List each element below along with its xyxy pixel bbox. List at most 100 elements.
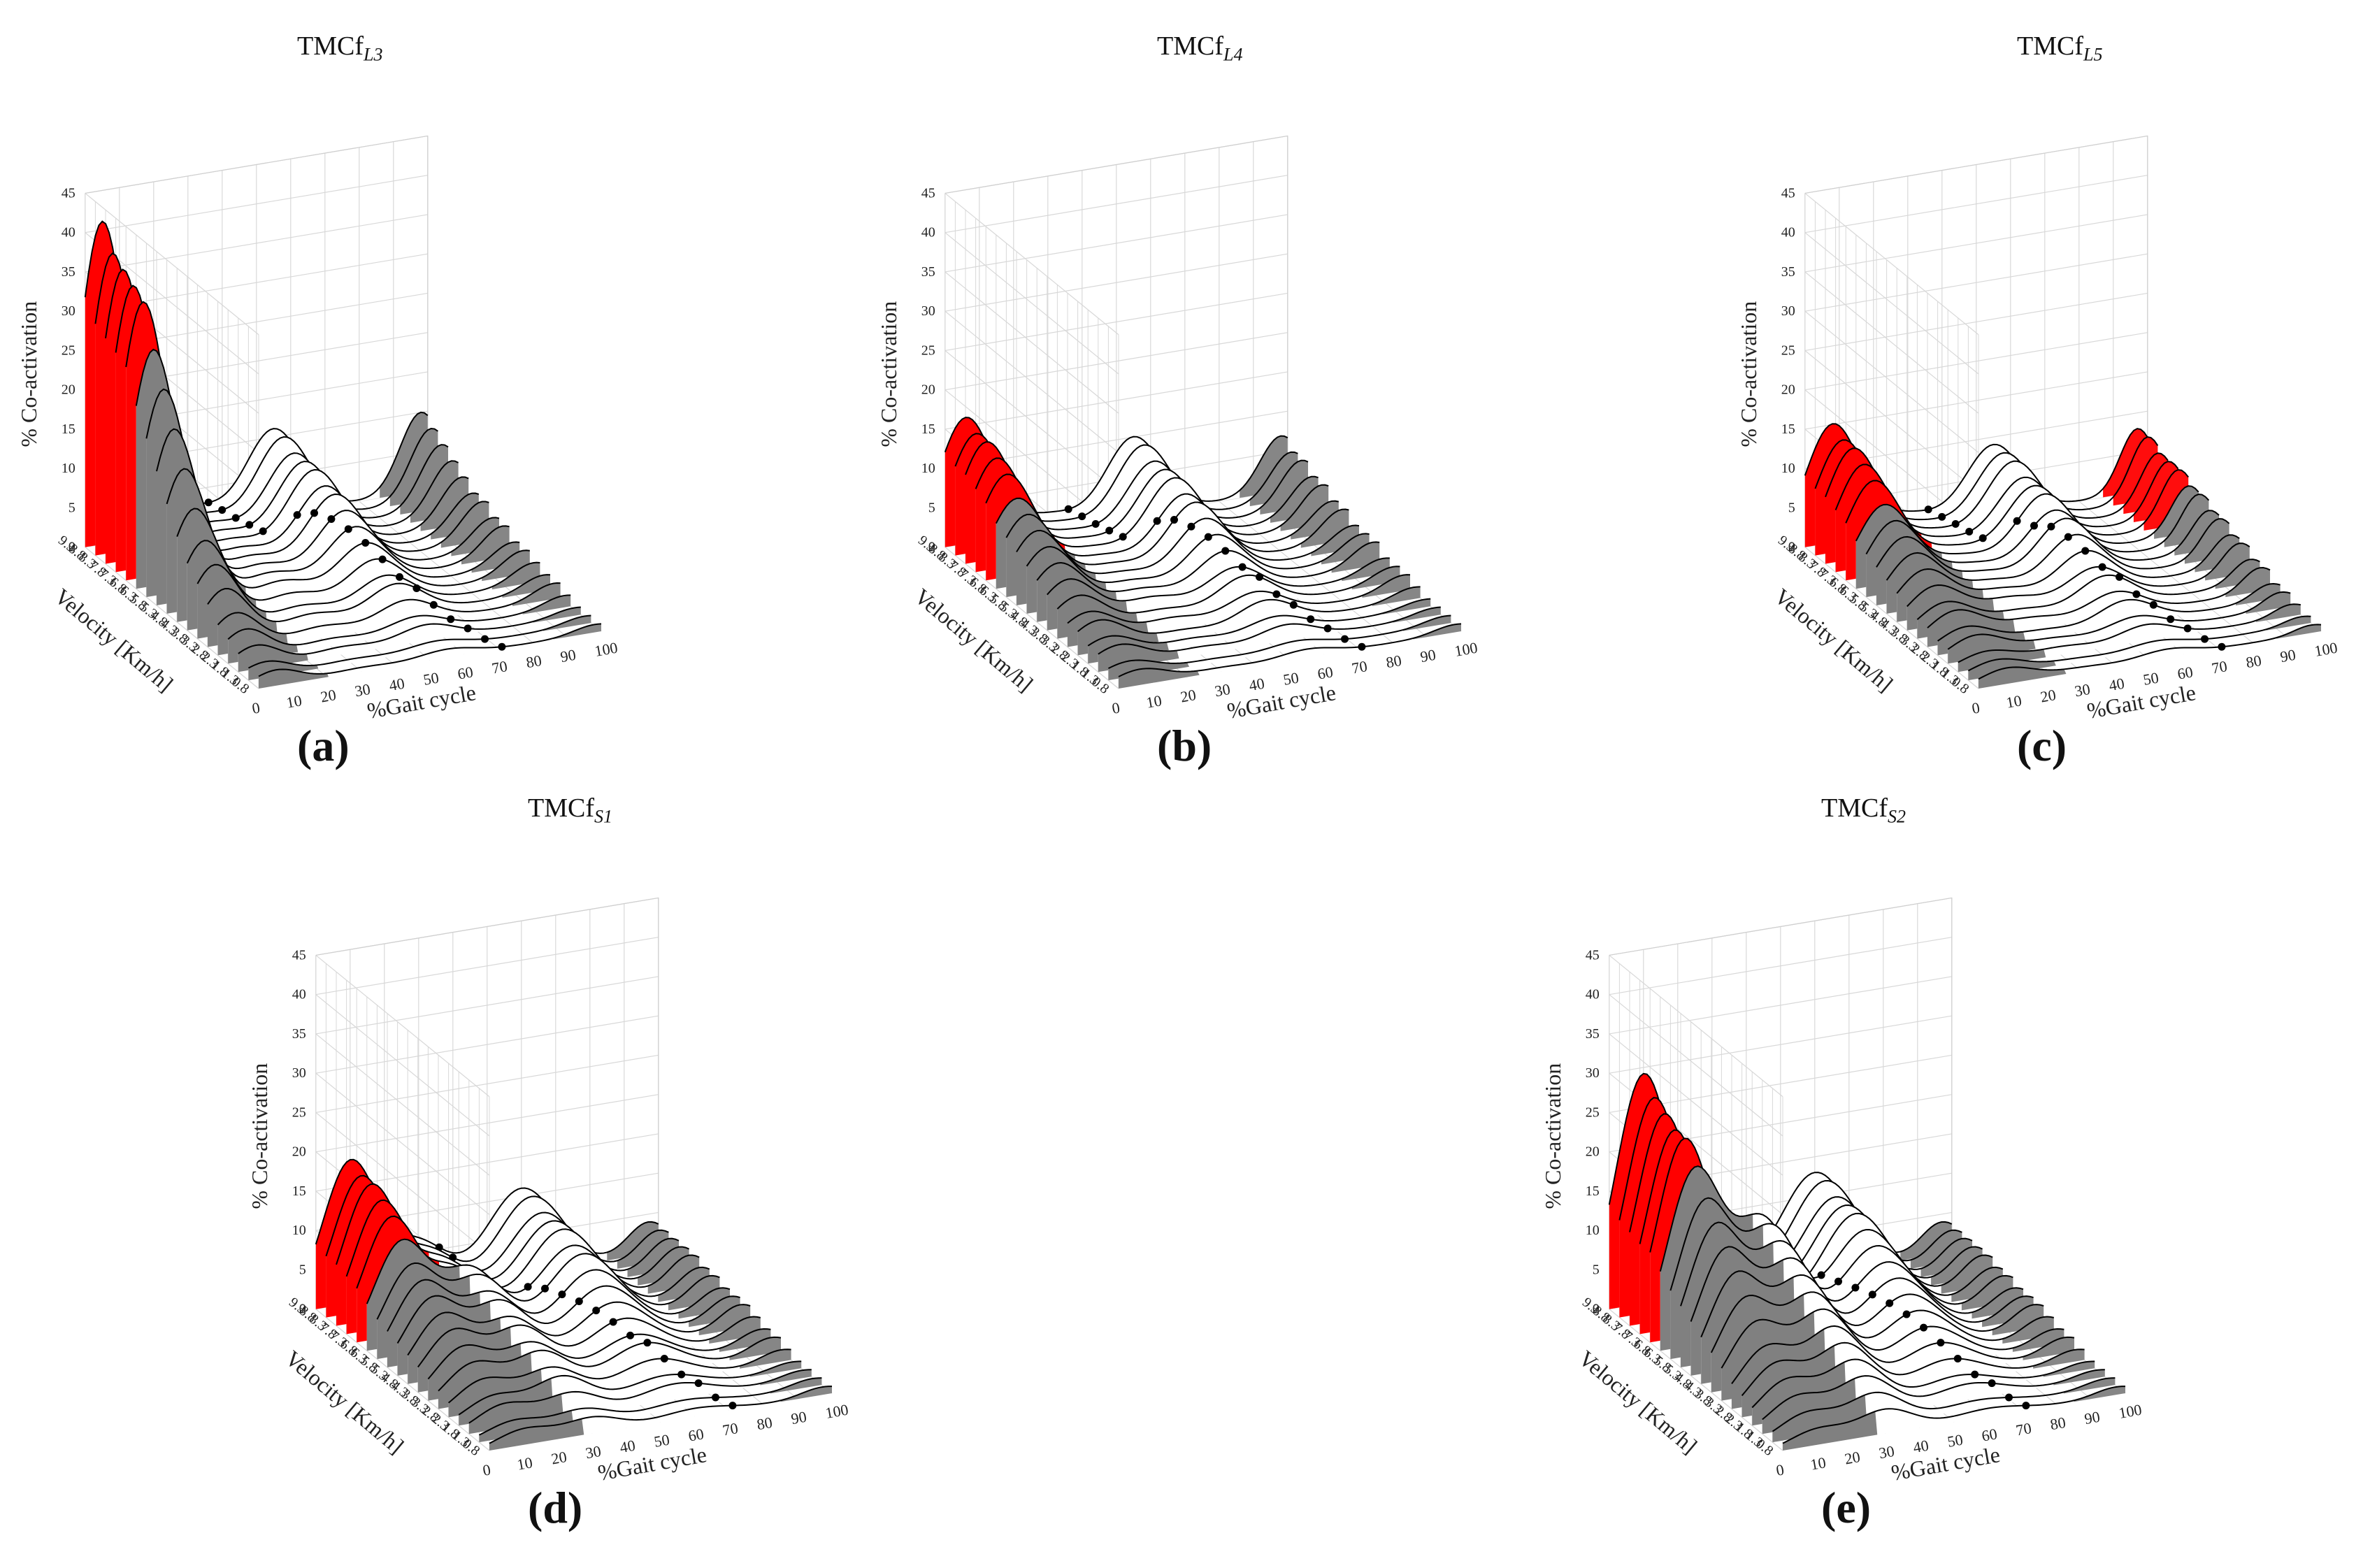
toe-off-marker xyxy=(1920,1324,1927,1332)
z-tick-label: 10 xyxy=(1586,1223,1600,1238)
z-tick-label: 35 xyxy=(921,264,935,280)
toe-off-marker xyxy=(1290,601,1298,609)
toe-off-marker xyxy=(1869,1290,1876,1298)
figure-label-b: (b) xyxy=(1157,720,1212,772)
z-tick-label: 30 xyxy=(1586,1065,1600,1081)
z-tick-label: 25 xyxy=(292,1105,306,1120)
toe-off-marker xyxy=(1324,624,1332,632)
toe-off-marker xyxy=(1170,516,1178,524)
toe-off-marker xyxy=(1154,517,1161,525)
toe-off-marker xyxy=(541,1285,549,1293)
toe-off-marker xyxy=(661,1355,668,1362)
toe-off-marker xyxy=(728,1402,736,1409)
x-tick-label: 90 xyxy=(2083,1408,2102,1427)
toe-off-marker xyxy=(695,1379,703,1387)
toe-off-marker xyxy=(1979,534,1987,542)
toe-off-marker xyxy=(1119,533,1127,540)
z-tick-label: 10 xyxy=(1781,461,1795,476)
toe-off-marker xyxy=(2184,624,2192,632)
x-tick-label: 20 xyxy=(550,1448,568,1467)
toe-off-marker xyxy=(610,1318,617,1325)
chart-panel-a: TMCfL3 051015202530354045010203040506070… xyxy=(0,0,797,727)
z-axis-label: % Co-activation xyxy=(247,1063,272,1209)
x-tick-label: 90 xyxy=(1419,646,1437,666)
gridline-side-wall xyxy=(1805,233,1979,374)
toe-off-marker xyxy=(712,1394,719,1402)
z-tick-label: 30 xyxy=(1781,303,1795,319)
x-tick-label: 30 xyxy=(2074,680,2092,700)
toe-off-marker xyxy=(361,539,369,547)
z-tick-label: 45 xyxy=(1586,947,1600,963)
gridline-side-wall xyxy=(316,955,489,1096)
z-tick-label: 20 xyxy=(292,1144,306,1160)
toe-off-marker xyxy=(498,643,505,651)
x-axis-label: %Gait cycle xyxy=(365,679,477,724)
waterfall-plot-e: 0510152025303540450102030405060708090100… xyxy=(1524,762,2321,1489)
toe-off-marker xyxy=(1205,533,1212,541)
x-tick-label: 20 xyxy=(1179,686,1198,705)
z-tick-label: 40 xyxy=(292,987,306,1002)
z-tick-label: 20 xyxy=(1781,382,1795,398)
x-tick-label: 10 xyxy=(285,691,303,711)
toe-off-marker xyxy=(1187,523,1195,531)
toe-off-marker xyxy=(1221,547,1229,554)
z-axis-label: % Co-activation xyxy=(1736,301,1761,447)
x-tick-label: 100 xyxy=(594,639,619,660)
z-tick-label: 15 xyxy=(62,422,76,437)
toe-off-marker xyxy=(592,1307,600,1314)
toe-off-marker xyxy=(1272,590,1280,598)
toe-off-marker xyxy=(575,1297,583,1305)
toe-off-marker xyxy=(412,584,420,592)
plot-layer: 0510152025303540450102030405060708090100… xyxy=(876,136,1479,723)
x-axis-label: %Gait cycle xyxy=(596,1441,708,1486)
chart-panel-b: TMCfL4 051015202530354045010203040506070… xyxy=(860,0,1657,727)
z-tick-label: 15 xyxy=(921,422,935,437)
x-tick-label: 10 xyxy=(1145,691,1163,711)
z-tick-label: 5 xyxy=(1788,500,1795,515)
x-tick-label: 100 xyxy=(2313,639,2339,660)
z-tick-label: 40 xyxy=(62,225,76,240)
x-tick-label: 0 xyxy=(482,1460,492,1479)
toe-off-marker xyxy=(2005,1394,2013,1402)
toe-off-marker xyxy=(1834,1278,1842,1286)
z-tick-label: 25 xyxy=(1781,343,1795,358)
z-tick-label: 10 xyxy=(62,461,76,476)
toe-off-marker xyxy=(1952,520,1960,528)
toe-off-marker xyxy=(2013,517,2021,525)
z-tick-label: 15 xyxy=(292,1184,306,1199)
chart-panel-d: TMCfS1 051015202530354045010203040506070… xyxy=(231,762,1028,1489)
x-tick-label: 100 xyxy=(1453,639,1479,660)
x-tick-label: 0 xyxy=(1971,698,1981,717)
x-tick-label: 70 xyxy=(2015,1419,2033,1439)
toe-off-marker xyxy=(1105,527,1113,535)
z-tick-label: 45 xyxy=(921,185,935,201)
x-tick-label: 20 xyxy=(1844,1448,1862,1467)
waterfall-plot-d: 0510152025303540450102030405060708090100… xyxy=(231,762,1028,1489)
z-tick-label: 35 xyxy=(1586,1026,1600,1042)
z-tick-label: 5 xyxy=(69,500,76,515)
x-tick-label: 80 xyxy=(525,652,543,671)
toe-off-marker xyxy=(447,615,454,623)
z-tick-label: 45 xyxy=(1781,185,1795,201)
toe-off-marker xyxy=(1239,563,1247,571)
toe-off-marker xyxy=(2064,533,2072,541)
toe-off-marker xyxy=(430,601,438,609)
z-tick-label: 25 xyxy=(1586,1105,1600,1120)
z-tick-label: 40 xyxy=(1781,225,1795,240)
z-tick-label: 45 xyxy=(292,947,306,963)
plot-layer: 0510152025303540450102030405060708090100… xyxy=(16,136,619,723)
toe-off-marker xyxy=(1078,512,1086,520)
z-tick-label: 15 xyxy=(1781,422,1795,437)
toe-off-marker xyxy=(1954,1355,1962,1362)
toe-off-marker xyxy=(1341,635,1349,643)
toe-off-marker xyxy=(2218,643,2225,651)
x-tick-label: 90 xyxy=(2279,646,2297,666)
z-tick-label: 20 xyxy=(1586,1144,1600,1160)
x-tick-label: 30 xyxy=(1214,680,1232,700)
toe-off-marker xyxy=(2132,590,2140,598)
toe-off-marker xyxy=(1938,513,1946,521)
x-tick-label: 10 xyxy=(2005,691,2023,711)
z-axis-label: % Co-activation xyxy=(876,301,901,447)
z-tick-label: 20 xyxy=(921,382,935,398)
figure-label-e: (e) xyxy=(1821,1482,1871,1534)
